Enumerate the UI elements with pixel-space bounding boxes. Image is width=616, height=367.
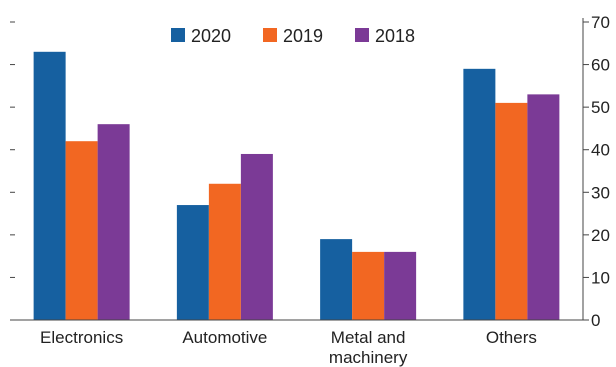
y-tick-label: 20	[591, 226, 610, 245]
bar-2019-electronics	[65, 141, 98, 320]
x-tick-label-line: Electronics	[40, 328, 123, 347]
legend-swatch-2019	[263, 28, 277, 42]
legend-label-2020: 2020	[191, 26, 231, 46]
y-tick-label: 60	[591, 56, 610, 75]
x-tick-label-line: Automotive	[182, 328, 267, 347]
bar-2020-metal-and-machinery	[320, 239, 353, 320]
legend-swatch-2020	[171, 28, 185, 42]
bar-2019-automotive	[208, 183, 241, 320]
y-tick-label: 40	[591, 141, 610, 160]
x-tick-label: Automotive	[182, 328, 267, 347]
x-tick-label: Electronics	[40, 328, 123, 347]
x-tick-label-line: Others	[486, 328, 537, 347]
bar-2019-metal-and-machinery	[352, 251, 385, 320]
x-tick-label-line: Metal and	[331, 328, 406, 347]
bar-2018-others	[527, 94, 560, 320]
axes-group: 0 10 20 30 40 50 60 70 Electronics Automotive Meta…	[10, 13, 610, 367]
bar-2018-metal-and-machinery	[384, 251, 417, 320]
bar-2020-automotive	[176, 205, 209, 320]
y-tick-label: 10	[591, 268, 610, 287]
y-tick-label: 30	[591, 183, 610, 202]
chart-legend: 2020 2019 2018	[171, 26, 415, 46]
y-tick-label: 70	[591, 13, 610, 32]
x-tick-label: Others	[486, 328, 537, 347]
x-tick-label: Metal and machinery	[329, 328, 408, 367]
bar-2020-others	[463, 68, 496, 320]
bar-2020-electronics	[33, 51, 66, 321]
y-tick-label: 50	[591, 98, 610, 117]
y-tick-label: 0	[591, 311, 600, 330]
legend-label-2019: 2019	[283, 26, 323, 46]
x-tick-label-line: machinery	[329, 348, 408, 367]
bar-2018-electronics	[97, 124, 130, 321]
bar-2019-others	[495, 102, 528, 320]
bars-group	[33, 51, 560, 321]
legend-swatch-2018	[355, 28, 369, 42]
legend-label-2018: 2018	[375, 26, 415, 46]
bar-2018-automotive	[240, 153, 273, 320]
